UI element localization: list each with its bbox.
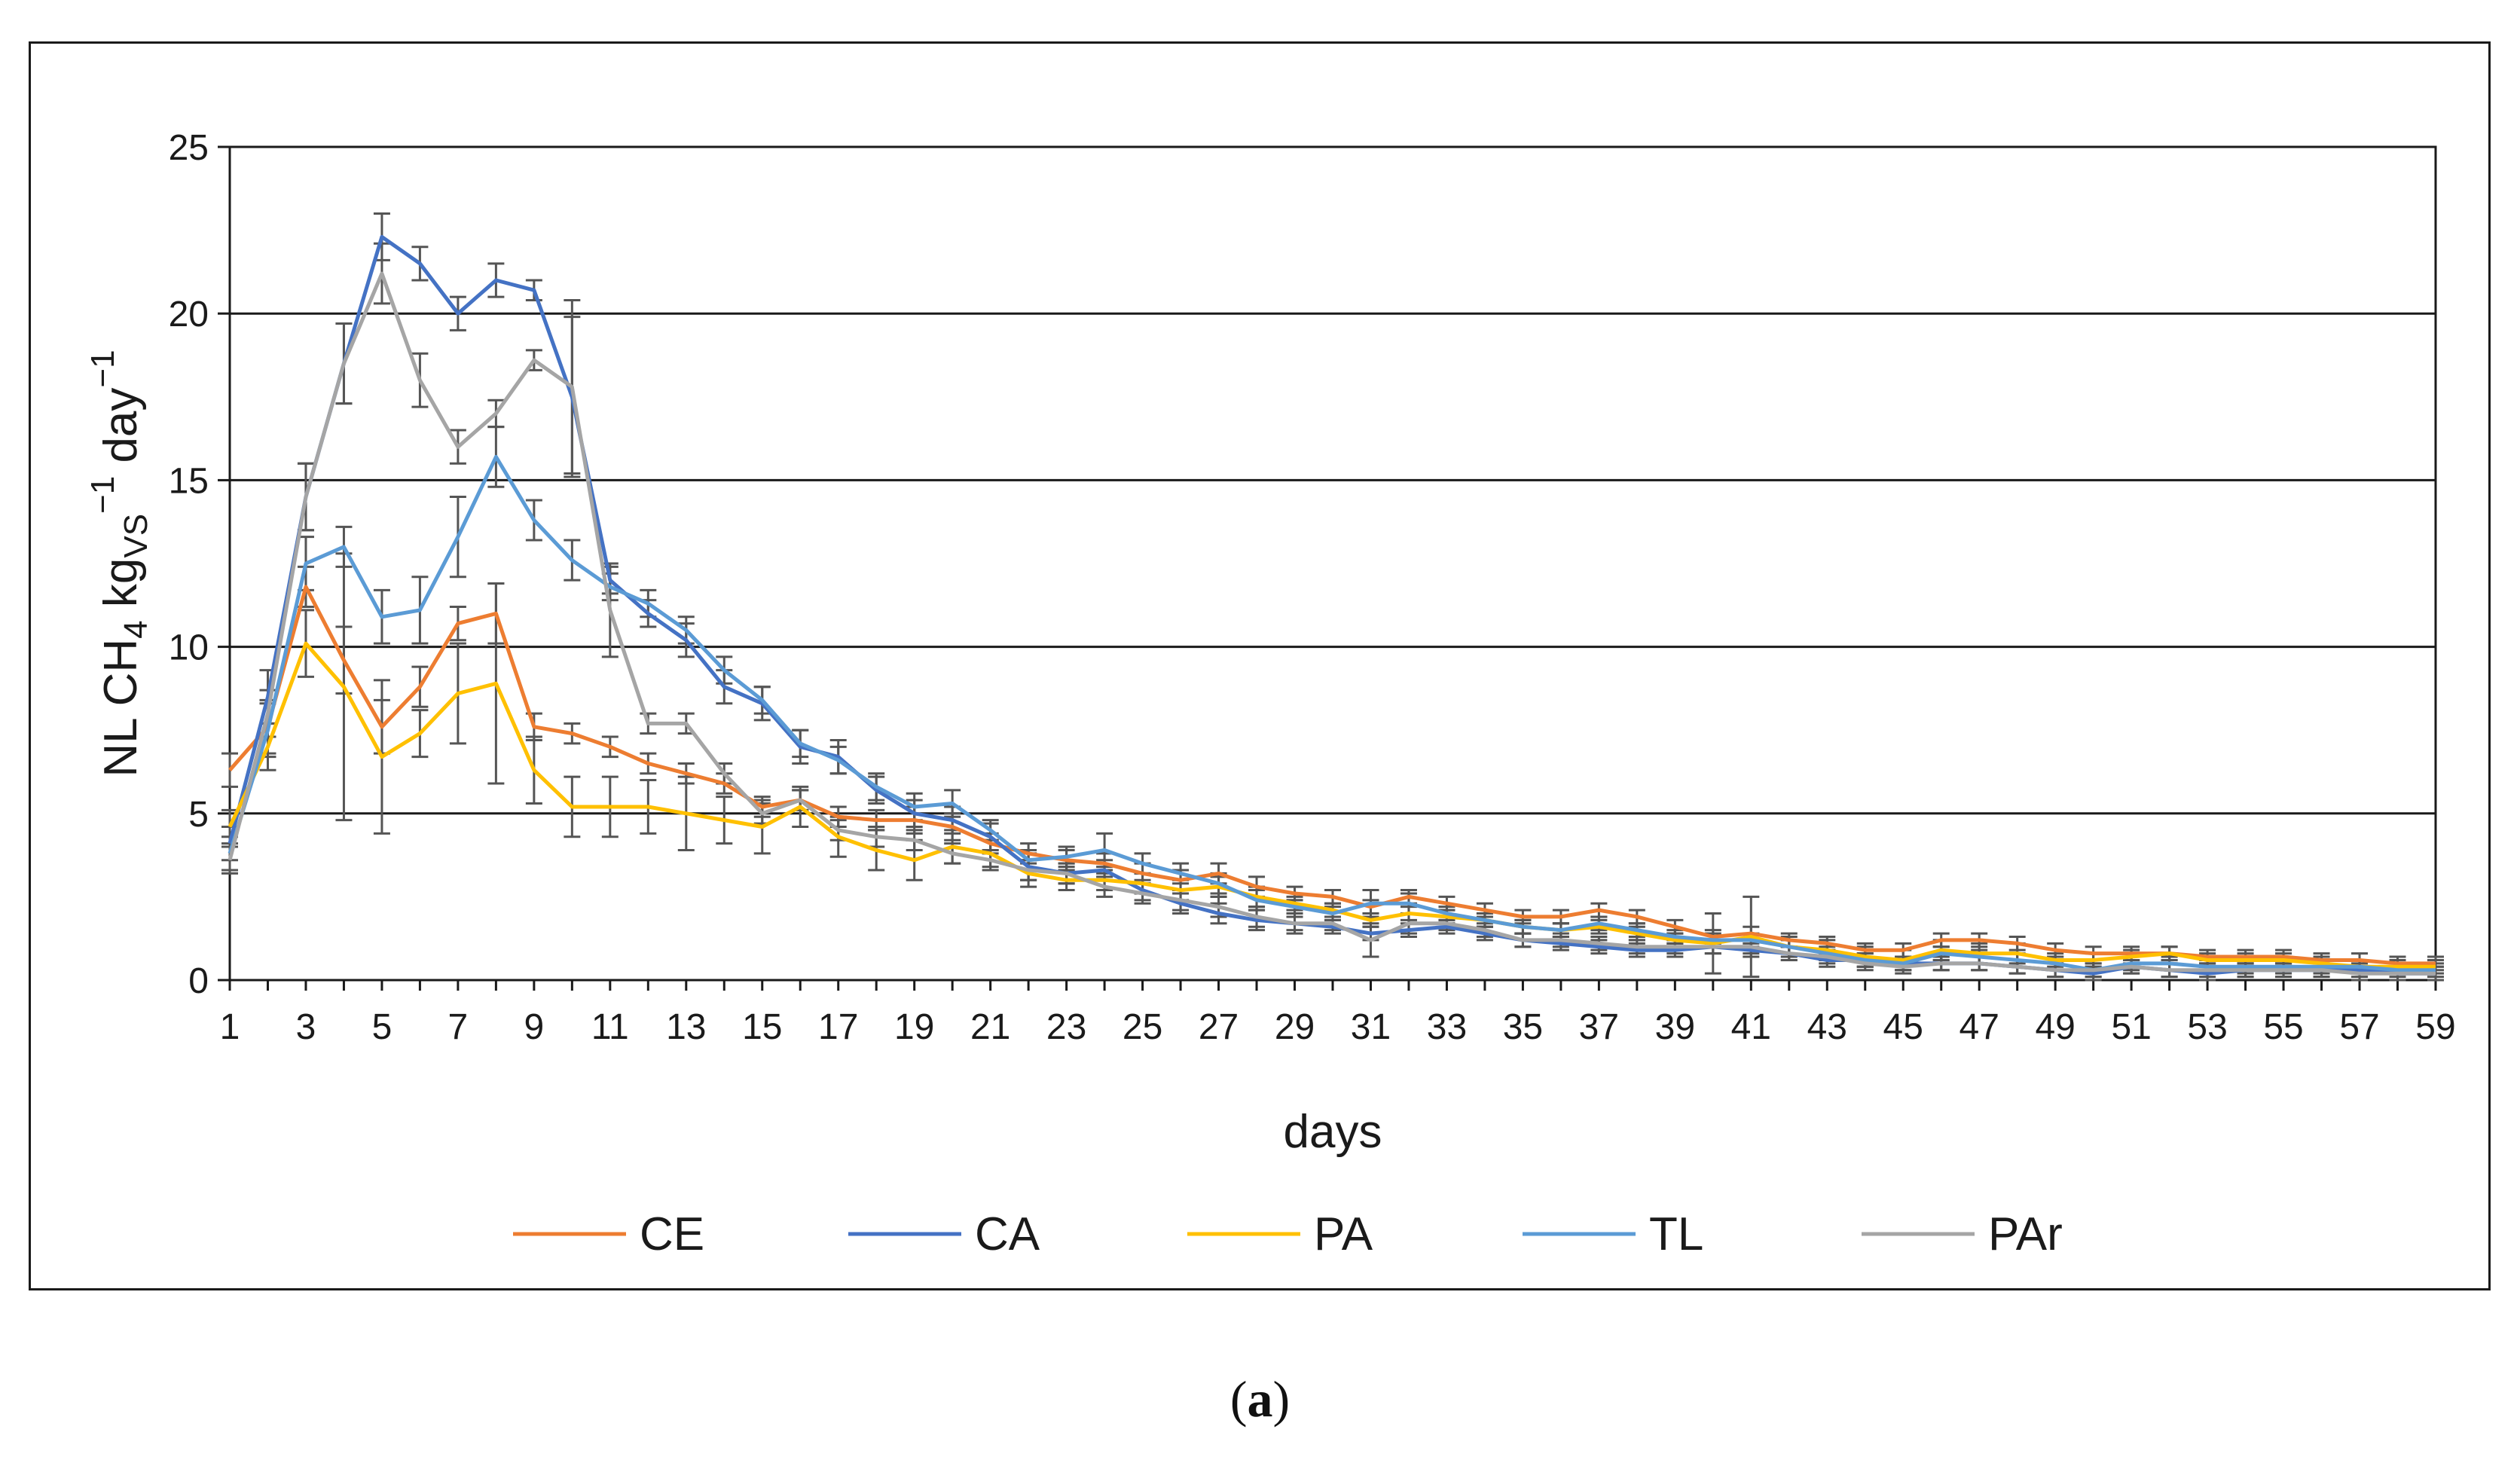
x-tick-label-21: 21 bbox=[970, 1007, 1010, 1047]
legend-label-pa: PA bbox=[1314, 1208, 1373, 1260]
x-tick-label-37: 37 bbox=[1579, 1007, 1619, 1047]
x-tick-label-55: 55 bbox=[2263, 1007, 2303, 1047]
x-tick-label-17: 17 bbox=[818, 1007, 858, 1047]
series-line-ce bbox=[228, 585, 2436, 966]
x-tick-label-35: 35 bbox=[1503, 1007, 1543, 1047]
y-tick-label-25: 25 bbox=[169, 128, 209, 168]
y-tick-label-5: 5 bbox=[188, 795, 209, 835]
series-line-ca bbox=[228, 234, 2436, 976]
y-axis-title-part-0: NL CH bbox=[95, 639, 147, 777]
x-tick-label-53: 53 bbox=[2187, 1007, 2227, 1047]
figure-caption: (a) bbox=[1229, 1370, 1291, 1428]
x-tick-label-31: 31 bbox=[1351, 1007, 1391, 1047]
y-tick-label-0: 0 bbox=[188, 961, 209, 1001]
x-tick-label-5: 5 bbox=[372, 1007, 393, 1047]
x-tick-label-47: 47 bbox=[1959, 1007, 1999, 1047]
x-axis-title: days bbox=[1284, 1106, 1382, 1158]
legend-label-par: PAr bbox=[1988, 1208, 2063, 1260]
x-tick-label-23: 23 bbox=[1046, 1007, 1086, 1047]
x-tick-label-1: 1 bbox=[220, 1007, 240, 1047]
legend-label-ca: CA bbox=[975, 1208, 1040, 1260]
x-tick-label-33: 33 bbox=[1427, 1007, 1467, 1047]
legend-label-ce: CE bbox=[640, 1208, 704, 1260]
x-tick-label-3: 3 bbox=[296, 1007, 316, 1047]
x-tick-label-49: 49 bbox=[2035, 1007, 2075, 1047]
y-axis-title-part-5: day bbox=[95, 388, 147, 476]
y-tick-label-15: 15 bbox=[169, 461, 209, 501]
x-tick-label-7: 7 bbox=[448, 1007, 469, 1047]
x-tick-label-25: 25 bbox=[1123, 1007, 1162, 1047]
x-tick-label-51: 51 bbox=[2111, 1007, 2151, 1047]
plot-area bbox=[228, 145, 2437, 982]
series-line-pa bbox=[228, 641, 2436, 969]
y-axis-title-part-1: 4 bbox=[118, 620, 154, 638]
x-tick-label-43: 43 bbox=[1807, 1007, 1847, 1047]
x-tick-label-13: 13 bbox=[666, 1007, 706, 1047]
x-tick-label-11: 11 bbox=[591, 1007, 629, 1047]
series-line-tl bbox=[228, 454, 2436, 973]
x-tick-label-27: 27 bbox=[1199, 1007, 1239, 1047]
caption-letter: a bbox=[1247, 1370, 1273, 1428]
chart-frame: 0 5 10 15 20 25 1 3 5 7 9 11 13 15 17 19 21 23 25 27 29 31 33 3… bbox=[29, 41, 2491, 1290]
y-axis-title-part-3: VS bbox=[118, 514, 154, 558]
series-ca bbox=[221, 212, 2444, 982]
y-tick-label-20: 20 bbox=[169, 295, 209, 334]
x-tick-label-19: 19 bbox=[894, 1007, 934, 1047]
x-tick-label-9: 9 bbox=[524, 1007, 545, 1047]
x-tick-label-41: 41 bbox=[1731, 1007, 1771, 1047]
y-axis-title-part-6: −1 bbox=[84, 350, 121, 387]
y-axis-title-part-4: −1 bbox=[84, 476, 121, 514]
x-tick-label-45: 45 bbox=[1883, 1007, 1923, 1047]
series-line-par bbox=[228, 271, 2436, 976]
y-axis-title-part-2: kg bbox=[95, 558, 147, 621]
y-tick-label-10: 10 bbox=[169, 628, 209, 668]
x-tick-label-59: 59 bbox=[2415, 1007, 2455, 1047]
y-axis-title: NL CH4 kgVS−1 day−1 bbox=[84, 350, 154, 777]
x-tick-label-15: 15 bbox=[742, 1007, 782, 1047]
x-tick-label-39: 39 bbox=[1655, 1007, 1695, 1047]
x-tick-label-57: 57 bbox=[2339, 1007, 2379, 1047]
legend-label-tl: TL bbox=[1649, 1208, 1703, 1260]
x-tick-label-29: 29 bbox=[1275, 1007, 1315, 1047]
